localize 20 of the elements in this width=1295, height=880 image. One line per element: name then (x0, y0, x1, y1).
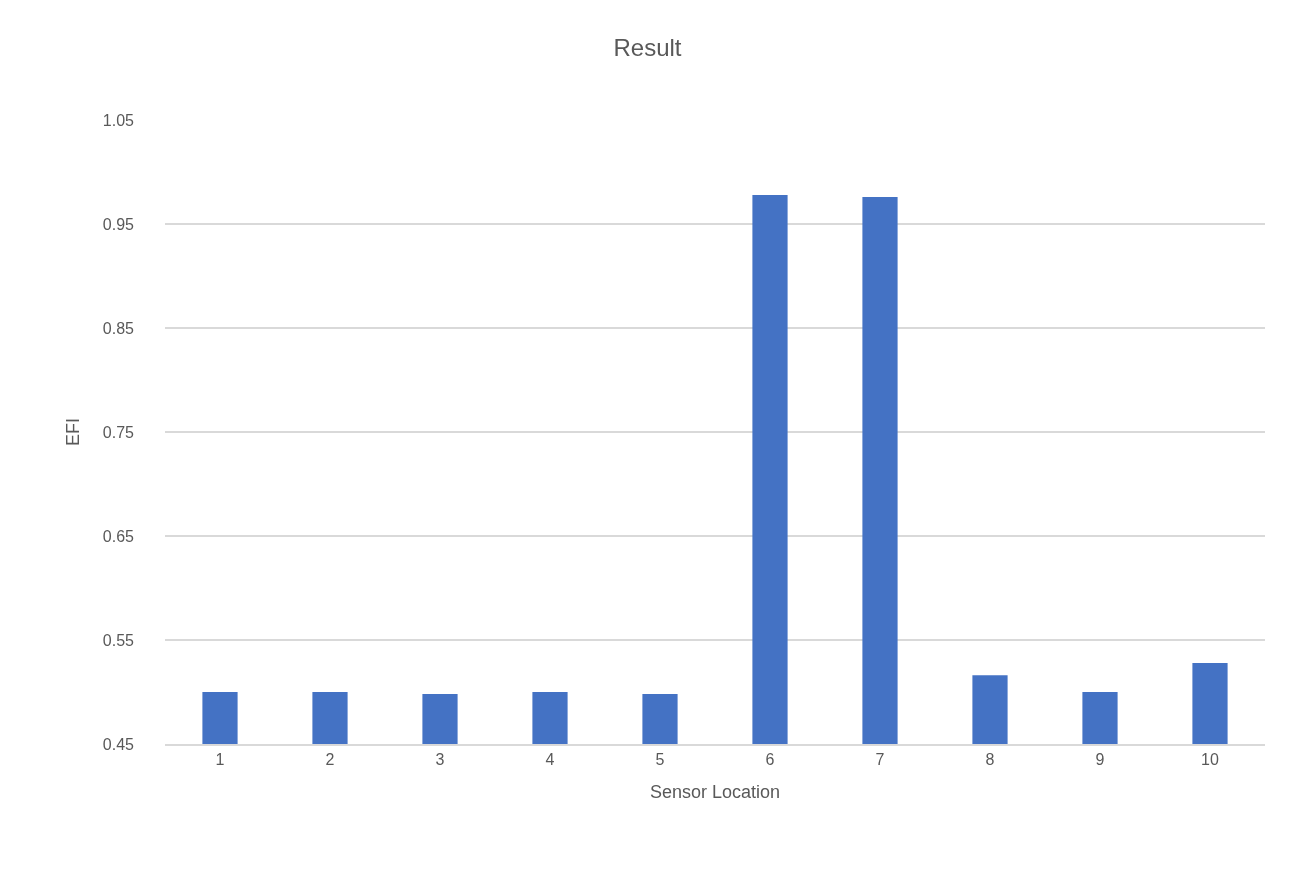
x-axis-title: Sensor Location (649, 781, 781, 802)
x-tick-label: 8 (985, 750, 995, 768)
chart-title: Result (613, 34, 682, 62)
x-tick-label: 4 (545, 750, 555, 768)
y-tick-label: 1.05 (102, 111, 135, 129)
x-tick-label: 5 (655, 750, 665, 768)
y-tick-label: 0.55 (102, 631, 135, 649)
y-tick-label: 0.65 (102, 527, 135, 545)
x-tick-label: 10 (1201, 750, 1219, 768)
x-tick-label: 9 (1095, 750, 1105, 768)
x-tick-label: 2 (325, 750, 335, 768)
y-tick-label: 0.95 (102, 215, 135, 233)
x-tick-label: 7 (875, 750, 885, 768)
x-tick-label: 3 (435, 750, 445, 768)
y-axis-title: EFI (63, 417, 84, 447)
x-tick-label: 1 (215, 750, 225, 768)
x-tick-label: 6 (765, 750, 775, 768)
y-tick-label: 0.45 (102, 735, 135, 753)
y-tick-label: 0.85 (102, 319, 135, 337)
y-tick-label: 0.75 (102, 423, 135, 441)
